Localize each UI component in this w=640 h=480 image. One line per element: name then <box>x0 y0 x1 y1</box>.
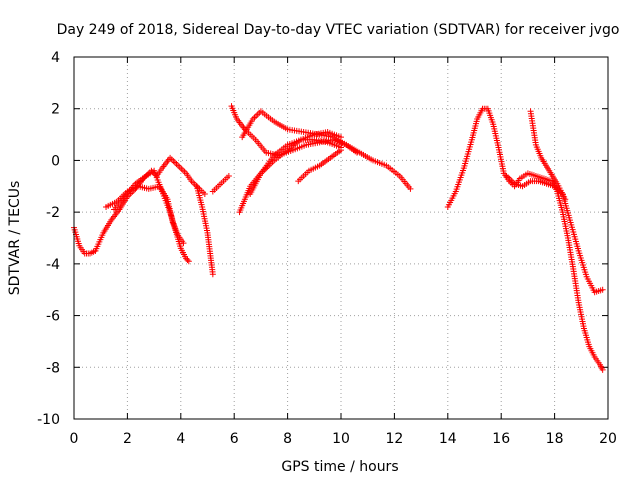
x-tick-label: 8 <box>283 431 292 447</box>
x-tick-label: 4 <box>176 431 185 447</box>
x-tick-label: 14 <box>439 431 457 447</box>
y-tick-label: -6 <box>46 309 60 325</box>
data-mark-layer <box>71 103 606 373</box>
x-tick-label: 20 <box>599 431 617 447</box>
x-tick-label: 2 <box>123 431 132 447</box>
data-point <box>185 258 192 265</box>
x-tick-label: 18 <box>546 431 564 447</box>
x-tick-label: 12 <box>385 431 403 447</box>
data-point <box>562 196 569 203</box>
data-point <box>407 185 414 192</box>
x-tick-label: 10 <box>332 431 350 447</box>
data-point <box>209 271 216 278</box>
x-tick-label: 6 <box>230 431 239 447</box>
series-arc-2 <box>92 154 208 254</box>
tick-label-layer: 0 2 4 6 8 10 12 14 16 18 20 -10 -8 -6 -4 -2 0 2 4 <box>37 50 617 447</box>
series-arc-4 <box>111 167 192 265</box>
x-tick-label: 0 <box>70 431 79 447</box>
series-arc-14 <box>527 108 569 203</box>
series-arc-10 <box>247 136 344 198</box>
data-point <box>338 147 344 154</box>
y-tick-label: -2 <box>46 205 60 221</box>
x-tick-label: 16 <box>492 431 510 447</box>
plot-frame <box>73 56 609 420</box>
data-point <box>225 172 232 179</box>
data-point <box>599 366 606 373</box>
y-tick-label: 4 <box>51 50 60 66</box>
y-tick-label: -10 <box>37 412 60 428</box>
chart-title: Day 249 of 2018, Sidereal Day-to-day VTE… <box>57 22 620 38</box>
data-point <box>354 149 361 156</box>
series-arc-9 <box>239 108 361 156</box>
series-arc-12 <box>444 105 606 373</box>
y-tick-label: 2 <box>51 102 60 118</box>
y-tick-label: -8 <box>46 360 60 376</box>
data-point <box>184 256 191 263</box>
x-axis-label: GPS time / hours <box>281 459 398 475</box>
y-tick-label: 0 <box>51 153 60 169</box>
series-arc-6 <box>209 172 232 195</box>
data-point <box>183 255 190 262</box>
y-axis-label: SDTVAR / TECUs <box>7 181 23 296</box>
series-arc-5 <box>193 183 216 278</box>
data-point <box>201 191 208 198</box>
data-point <box>180 240 187 247</box>
data-point <box>599 286 606 293</box>
series-arc-1 <box>71 224 99 257</box>
y-tick-label: -4 <box>46 257 60 273</box>
series-arc-11 <box>295 147 344 185</box>
